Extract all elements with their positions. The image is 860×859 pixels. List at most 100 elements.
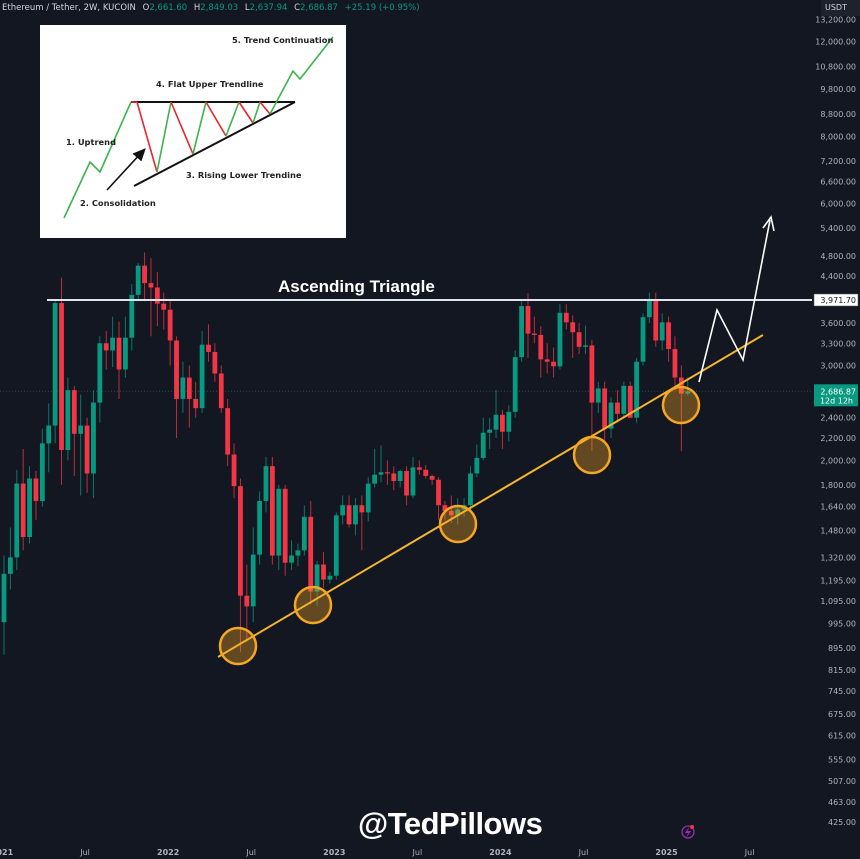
time-tick-label: 2022 [157, 848, 179, 857]
candle [404, 466, 409, 506]
candle [538, 326, 544, 378]
candle [391, 466, 397, 491]
candle [295, 543, 301, 567]
currency-label[interactable]: USDT [821, 0, 860, 16]
candle [148, 258, 154, 337]
candle [238, 478, 243, 653]
ascending-triangle-diagram: 5. Trend Continuation 4. Flat Upper Trend… [40, 25, 346, 238]
candle-body [263, 466, 269, 501]
candle [551, 347, 556, 378]
candle [429, 474, 435, 485]
consolidation-arrow [106, 151, 143, 191]
price-tick-label: 1,320.00 [820, 553, 856, 562]
candle [602, 381, 608, 444]
candle-body [129, 294, 135, 338]
time-tick-label: Jul [412, 848, 423, 857]
price-tick-label: 3,300.00 [820, 339, 856, 348]
candle-body [193, 398, 199, 409]
candle [212, 343, 218, 382]
touch-point-circle [438, 504, 478, 544]
candle-body [231, 454, 237, 487]
candle-body [468, 473, 473, 506]
candle-body [608, 402, 614, 429]
candle [276, 484, 282, 571]
candle-body [583, 345, 588, 347]
last-price-label-bg [814, 384, 858, 407]
arrow-head-icon [762, 215, 775, 232]
price-tick-label: 815.00 [828, 666, 856, 675]
candle [161, 292, 167, 330]
candle-body [525, 306, 531, 334]
candle-body [289, 555, 294, 563]
time-tick-label: Jul [245, 848, 256, 857]
price-tick-label: 3,600.00 [820, 319, 856, 328]
time-tick-label: 2023 [323, 848, 345, 857]
high-value: 2,849.03 [200, 3, 239, 13]
candle-body [314, 564, 320, 592]
candle [378, 445, 384, 483]
candle [250, 527, 256, 623]
drawings [47, 215, 812, 839]
candle [218, 365, 224, 413]
candle [52, 301, 58, 444]
symbol-title[interactable]: Ethereum / Tether, 2W, KUCOIN [2, 3, 136, 13]
candle-body [346, 505, 352, 525]
candle [372, 448, 378, 488]
lightning-bolt-icon [685, 827, 691, 838]
price-tick-label: 8,800.00 [820, 110, 856, 119]
price-tick-label: 13,200.00 [815, 15, 856, 24]
time-tick-label: Jul [744, 848, 755, 857]
candle-body [359, 505, 365, 513]
candle [385, 460, 390, 485]
candle-body [640, 317, 646, 362]
candle-body [39, 443, 45, 501]
inset-label: 4. Flat Upper Trendline [156, 79, 264, 89]
candle-body [212, 351, 218, 374]
candle-body [327, 575, 333, 580]
candle-body [429, 475, 435, 480]
zigzag-segment [156, 101, 172, 173]
candle [570, 315, 576, 358]
price-tick-label: 463.00 [828, 798, 856, 807]
price-tick-label: 425.00 [828, 818, 856, 827]
candle [436, 477, 441, 520]
zigzag-segment [238, 101, 254, 124]
candle-body [257, 500, 262, 555]
time-axis[interactable]: 2021 Jul 2022 Jul 2023 Jul 2024 Jul 2025 Jul [0, 848, 754, 857]
price-tick-label: 2,400.00 [820, 414, 856, 423]
candle-body [199, 344, 205, 409]
candle-body [372, 474, 378, 484]
candle-body [218, 373, 224, 409]
candle-body [1, 573, 7, 623]
price-axis[interactable]: 13,200.00 12,000.00 10,800.00 9,800.00 8,800… [812, 0, 860, 859]
candle [91, 390, 96, 499]
candle-body [301, 516, 307, 551]
candle [7, 527, 13, 590]
candle-body [59, 303, 64, 450]
inset-label: 5. Trend Continuation [232, 35, 333, 45]
candle [621, 381, 627, 418]
candle-body [110, 337, 116, 351]
projection-arrow [698, 219, 771, 383]
candle [110, 316, 116, 368]
zigzag-segment [225, 101, 240, 137]
time-tick-label: Jul [79, 848, 90, 857]
candle-body [161, 303, 167, 310]
candle-body [544, 359, 550, 362]
candle-body [646, 300, 652, 318]
candle [608, 397, 614, 438]
candle-body [416, 467, 422, 470]
open-value: 2,661.60 [149, 3, 188, 13]
candle-body [33, 478, 39, 501]
candle-body [615, 402, 620, 414]
candle [659, 313, 665, 351]
candle [78, 394, 84, 496]
price-tick-label: 6,000.00 [820, 200, 856, 209]
candle [544, 343, 550, 374]
candle-body [531, 333, 537, 335]
candle-body [116, 337, 122, 370]
price-tick-label: 10,800.00 [815, 62, 856, 71]
candle [634, 357, 640, 423]
candle-body [14, 483, 20, 558]
